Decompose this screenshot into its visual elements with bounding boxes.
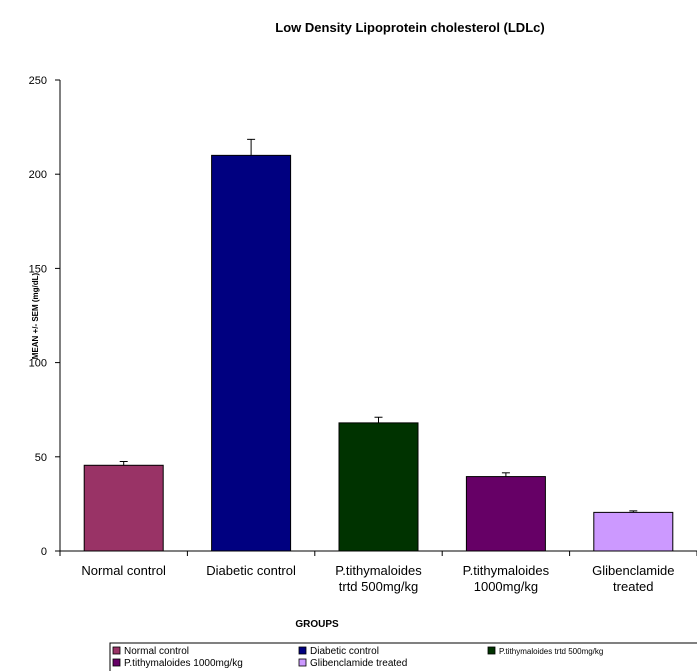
legend-label: Diabetic control [310,646,379,657]
y-tick-label: 250 [29,75,47,87]
legend: Normal control Diabetic control P.tithymal… [109,642,697,671]
legend-label: P.tithymaloides trtd 500mg/kg [499,647,603,656]
legend-swatch [298,658,307,667]
bar [211,154,292,552]
y-axis-label: MEAN +/- SEM (mg/dL) [31,272,40,359]
bars: Normal control Diabetic control P.tithymal… [81,138,674,594]
legend-swatch [487,646,496,655]
bar [465,476,546,552]
y-tick-label: 150 [29,263,47,275]
x-tick-label: treated [613,579,653,594]
x-tick-label: trtd 500mg/kg [339,579,419,594]
x-tick-label: Diabetic control [206,563,296,578]
legend-label: Glibenclamide treated [310,658,407,669]
y-tick-label: 0 [41,546,47,558]
legend-box [109,642,697,671]
x-tick-label: P.tithymaloides [463,563,550,578]
legend-label: P.tithymaloides 1000mg/kg [124,658,243,669]
legend-swatch [112,646,121,655]
x-tick-label: 1000mg/kg [474,579,538,594]
x-tick-label: Glibenclamide [592,563,674,578]
axes: 0 50 100 150 200 250 [29,75,697,558]
x-axis-label: GROUPS [295,619,339,630]
bar [83,464,164,552]
x-tick-label: Normal control [81,563,166,578]
bar [338,422,419,552]
chart-title: Low Density Lipoprotein cholesterol (LDL… [275,20,544,35]
legend-swatch [298,646,307,655]
y-tick-label: 50 [35,452,47,464]
y-tick-label: 200 [29,169,47,181]
bar [593,511,674,552]
legend-label: Normal control [124,646,189,657]
legend-swatch [112,658,121,667]
x-tick-label: P.tithymaloides [335,563,422,578]
y-tick-label: 100 [29,358,47,370]
